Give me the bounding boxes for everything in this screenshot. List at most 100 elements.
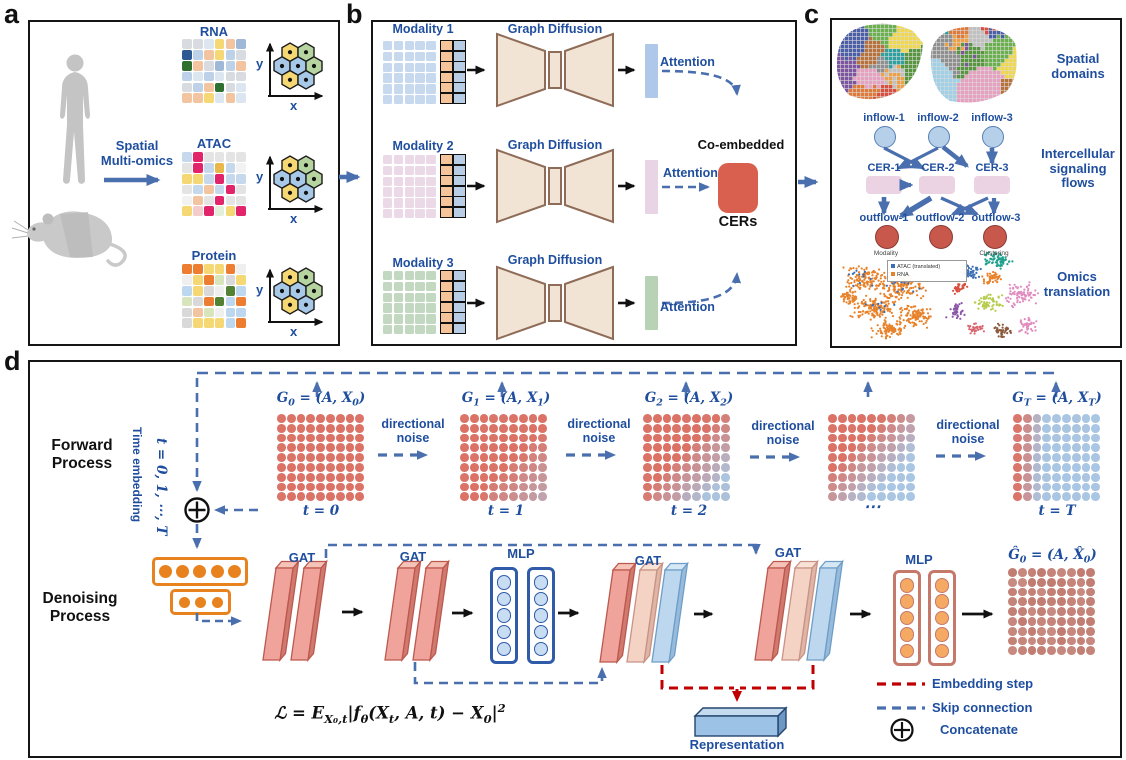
modality-1-title: Modality 1 <box>392 22 454 36</box>
directional-noise-3: directional noise <box>742 419 824 447</box>
omics-title-rna: RNA <box>199 24 229 39</box>
graph-diffusion-title-1: Graph Diffusion <box>507 22 603 36</box>
noise4-line1: directional <box>936 418 1000 432</box>
umap-translation-scatter <box>840 265 932 340</box>
time-label-t2: t = 2 <box>670 503 708 519</box>
loss-equation: ℒ = EX₀,t|fθ(Xt, A, t) − X0|2 <box>274 701 506 726</box>
mlp1-layer-2 <box>527 567 555 664</box>
mlp2-layer-1 <box>893 570 921 666</box>
forward-process-label: Forward Process <box>36 437 128 473</box>
inflow-3-node <box>982 126 1004 148</box>
co-embedded-label: Co-embedded <box>697 137 785 152</box>
time-label-t0: t = 0 <box>302 503 340 519</box>
cer-3-node <box>974 176 1010 194</box>
inflow-2-node <box>928 126 950 148</box>
forward-line1: Forward <box>51 437 113 454</box>
omics-title-protein: Protein <box>191 248 237 263</box>
graph-label-g0: G0 = (A, X0) <box>276 390 366 409</box>
cer-2-node <box>919 176 955 194</box>
directional-noise-2: directional noise <box>558 417 640 445</box>
legend-skip-connection: Skip connection <box>932 700 1033 715</box>
cers-label: CERs <box>718 214 758 230</box>
cer-1-node <box>866 176 902 194</box>
graph-label-gt: GT = (A, XT) <box>1012 390 1102 409</box>
attention-label-3: Attention <box>660 300 715 314</box>
modality-2-matrix <box>383 155 436 219</box>
inflow-1-label: inflow-1 <box>863 112 905 124</box>
denoise-line1: Denoising <box>42 590 118 607</box>
graph-diffusion-title-3: Graph Diffusion <box>507 253 603 267</box>
cer-2-label: CER-2 <box>921 162 955 174</box>
outflow-2-node <box>929 225 953 249</box>
panel-d-label: d <box>4 346 21 376</box>
legend-embedding-step: Embedding step <box>932 676 1034 691</box>
denoising-process-label: Denoising Process <box>32 590 128 626</box>
omics-translation-line2: translation <box>1043 283 1111 299</box>
omics-translation-caption: Omics translation <box>1036 269 1118 299</box>
gat-label-4: GAT <box>774 545 802 560</box>
outflow-1-node <box>875 225 899 249</box>
feature-column-2 <box>440 154 466 218</box>
graph-matrix-t0 <box>277 414 365 502</box>
noise3-line1: directional <box>751 419 815 433</box>
umap-legend-atac-label: ATAC (translated) <box>897 264 941 270</box>
legend-concatenate: Concatenate <box>940 722 1019 737</box>
time-label-t1: t = 1 <box>487 503 525 519</box>
mlp2-layer-2 <box>928 570 956 666</box>
noise1-line2: noise <box>396 430 430 445</box>
outflow-1-label: outflow-1 <box>859 212 909 224</box>
time-label-ellipsis: ⋯ <box>863 497 881 517</box>
axis-y-label-1: y <box>256 56 264 71</box>
forward-line2: Process <box>51 455 113 472</box>
time-embedding-vector-2 <box>170 589 231 615</box>
noise3-line2: noise <box>766 432 800 447</box>
panel-c-label: c <box>804 0 820 29</box>
signaling-line3: flows <box>1061 175 1095 190</box>
graph-diffusion-title-2: Graph Diffusion <box>507 138 603 152</box>
graph-label-g2: G2 = (A, X2) <box>644 390 734 409</box>
inflow-1-node <box>874 126 896 148</box>
panel-a-label: a <box>4 0 20 29</box>
signaling-line1: Intercellular <box>1041 146 1115 161</box>
noise4-line2: noise <box>951 431 985 446</box>
protein-matrix <box>182 264 247 329</box>
panel-b-label: b <box>346 0 363 29</box>
omics-translation-line1: Omics <box>1057 269 1097 284</box>
graph-matrix-tT <box>1013 414 1101 502</box>
modality-1-matrix <box>383 41 436 105</box>
outflow-2-label: outflow-2 <box>915 212 965 224</box>
outflow-3-node <box>983 225 1007 249</box>
mlp-label-2: MLP <box>905 552 933 567</box>
modality-2-title: Modality 2 <box>392 139 454 153</box>
outflow-3-label: outflow-3 <box>971 212 1021 224</box>
inflow-3-label: inflow-3 <box>971 112 1013 124</box>
modality-3-title: Modality 3 <box>392 256 454 270</box>
spatial-domains-caption: Spatial domains <box>1038 51 1118 81</box>
graph-matrix-output <box>1008 568 1096 656</box>
umap-clustering-scatter <box>945 251 1040 339</box>
directional-noise-1: directional noise <box>372 417 454 445</box>
noise2-line2: noise <box>582 430 616 445</box>
modality-3-matrix <box>383 271 436 335</box>
axis-x-label-2: x <box>290 211 298 226</box>
attention-bar-2 <box>645 160 658 214</box>
spatial-multiomics-caption: Spatial Multi-omics <box>96 138 178 168</box>
spatial-line1: Spatial <box>115 138 159 153</box>
gat-label-1: GAT <box>288 550 316 565</box>
cer-1-label: CER-1 <box>867 162 901 174</box>
spatial-line2: Multi-omics <box>100 152 174 168</box>
umap-legend-atac: ATAC (translated) <box>891 263 963 271</box>
umap-caption-clustering: Clustering <box>979 250 1009 257</box>
graph-matrix-ellipsis <box>828 414 916 502</box>
axis-x-label-1: x <box>290 98 298 113</box>
legend-swatch-rna <box>891 272 895 276</box>
attention-label-2: Attention <box>663 166 718 180</box>
cer-3-label: CER-3 <box>975 162 1009 174</box>
attention-bar-1 <box>645 44 658 98</box>
cers-block <box>718 163 758 213</box>
noise2-line1: directional <box>567 417 631 431</box>
graph-matrix-t2 <box>643 414 731 502</box>
output-graph-label: Ĝ0 = (A, X̂0) <box>1008 547 1097 566</box>
spatial-domain-map-left <box>836 23 923 100</box>
